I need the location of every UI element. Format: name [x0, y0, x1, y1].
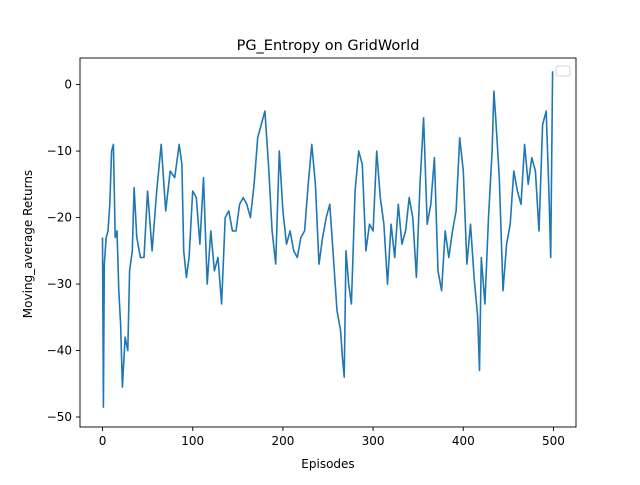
x-axis-label: Episodes: [301, 457, 354, 471]
chart-title: PG_Entropy on GridWorld: [237, 38, 420, 54]
y-axis-label: Moving_average Returns: [21, 170, 35, 318]
y-tick-label: −50: [47, 410, 72, 424]
x-tick-label: 100: [181, 434, 204, 448]
y-tick-label: −40: [47, 344, 72, 358]
y-tick-label: 0: [64, 78, 72, 92]
x-tick-label: 500: [542, 434, 565, 448]
y-tick-label: −10: [47, 144, 72, 158]
x-tick-label: 400: [452, 434, 475, 448]
series-line-0: [101, 71, 554, 408]
x-tick-label: 300: [362, 434, 385, 448]
plot-area: 0 100 200 300 400 500 −50 −40 −30 −20 −10 0: [47, 57, 577, 448]
y-tick-label: −20: [47, 211, 72, 225]
axes-frame: [79, 57, 577, 428]
y-tick-label: −30: [47, 277, 72, 291]
x-tick-label: 200: [271, 434, 294, 448]
legend-box: [555, 65, 571, 77]
x-tick-label: 0: [99, 434, 107, 448]
